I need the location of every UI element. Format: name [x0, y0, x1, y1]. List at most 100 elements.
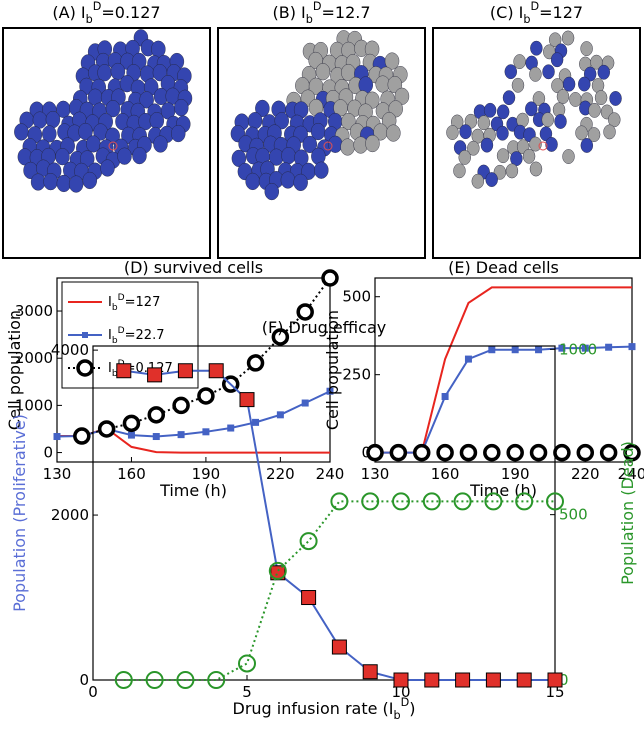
- x-tick-label: 160: [117, 465, 146, 483]
- marker: [576, 443, 595, 462]
- marker: [176, 671, 195, 689]
- cell: [502, 90, 516, 106]
- marker: [599, 443, 618, 462]
- y-tick-label: 500: [342, 287, 371, 305]
- cell: [328, 135, 343, 153]
- cell: [384, 52, 400, 70]
- marker: [516, 672, 532, 688]
- cell: [511, 77, 525, 93]
- cell: [562, 76, 576, 92]
- x-tick-label: 240: [316, 465, 345, 483]
- cell: [14, 123, 29, 141]
- marker: [484, 492, 503, 511]
- cell: [569, 92, 582, 107]
- cell: [496, 148, 510, 164]
- cell: [529, 66, 542, 82]
- cell: [505, 163, 519, 179]
- cell: [43, 173, 58, 191]
- cell-cluster: [230, 30, 410, 201]
- marker: [53, 433, 61, 441]
- cell: [55, 148, 70, 166]
- cell: [575, 125, 588, 141]
- legend-marker: [76, 359, 94, 377]
- y-axis-label: Population (Proliferative): [10, 414, 29, 612]
- cell-cluster: [14, 29, 193, 193]
- cell: [603, 124, 616, 140]
- y-tick-label: 2000: [15, 349, 53, 367]
- marked-cell: [108, 141, 118, 151]
- y-tick-label: 0: [43, 443, 53, 461]
- marker: [145, 671, 164, 689]
- marker: [547, 672, 563, 688]
- cell: [375, 75, 390, 93]
- marker: [301, 590, 317, 606]
- x-tick-label: 130: [361, 465, 390, 483]
- marker: [488, 346, 496, 354]
- marker: [393, 672, 409, 688]
- marker: [441, 393, 449, 401]
- marker: [114, 671, 133, 689]
- cell: [264, 182, 279, 201]
- cell: [171, 124, 186, 143]
- marker: [459, 443, 478, 462]
- marker: [366, 443, 384, 462]
- marker: [529, 443, 548, 462]
- marker: [362, 664, 378, 680]
- cell: [139, 91, 154, 109]
- legend-label: IbD=127: [108, 293, 160, 313]
- legend-label: IbD=22.7: [108, 326, 164, 346]
- marker: [271, 328, 290, 346]
- cell: [578, 76, 591, 92]
- x-tick-label: 130: [43, 465, 72, 483]
- x-axis-label: Drug infusion rate (IbD): [233, 696, 416, 722]
- marker: [436, 443, 454, 462]
- marker: [197, 387, 215, 405]
- cell: [580, 138, 594, 153]
- cell: [496, 104, 510, 120]
- marker: [268, 561, 287, 580]
- series-line: [123, 500, 555, 681]
- marker: [581, 344, 589, 352]
- marker: [208, 363, 224, 379]
- cell: [341, 112, 356, 131]
- x-axis-label: Time (h): [159, 481, 227, 500]
- cell: [387, 76, 403, 94]
- y-tick-label: 2000: [51, 506, 89, 524]
- marker: [453, 492, 472, 511]
- cell: [82, 171, 97, 190]
- cell: [608, 112, 621, 128]
- marker: [412, 443, 431, 462]
- y-tick-label: 250: [342, 365, 371, 383]
- panel-title: (A) IbD=0.127: [52, 0, 160, 26]
- cell: [458, 150, 471, 165]
- cell: [56, 174, 72, 193]
- marker: [239, 392, 255, 408]
- y-tick-label: 3000: [15, 302, 53, 320]
- cell: [247, 112, 263, 130]
- cell: [513, 54, 526, 70]
- cell: [459, 124, 472, 140]
- marker: [276, 411, 284, 419]
- marker: [455, 672, 471, 688]
- cell: [132, 147, 147, 165]
- x-tick-label: 160: [431, 465, 460, 483]
- marker: [553, 443, 571, 462]
- marker: [177, 431, 185, 439]
- marker: [177, 363, 193, 379]
- cell: [580, 41, 593, 57]
- plot-frame: [374, 277, 633, 463]
- cell: [280, 171, 296, 189]
- cell: [32, 111, 48, 129]
- cell: [315, 63, 331, 81]
- cell: [541, 112, 554, 128]
- marker: [172, 396, 190, 415]
- x-tick-label: 0: [88, 683, 98, 701]
- plot-frame: [56, 277, 331, 463]
- cell: [485, 172, 498, 187]
- cell: [542, 64, 555, 80]
- cell: [174, 99, 189, 117]
- cell: [302, 135, 318, 154]
- cell: [561, 30, 575, 46]
- cell: [562, 149, 575, 164]
